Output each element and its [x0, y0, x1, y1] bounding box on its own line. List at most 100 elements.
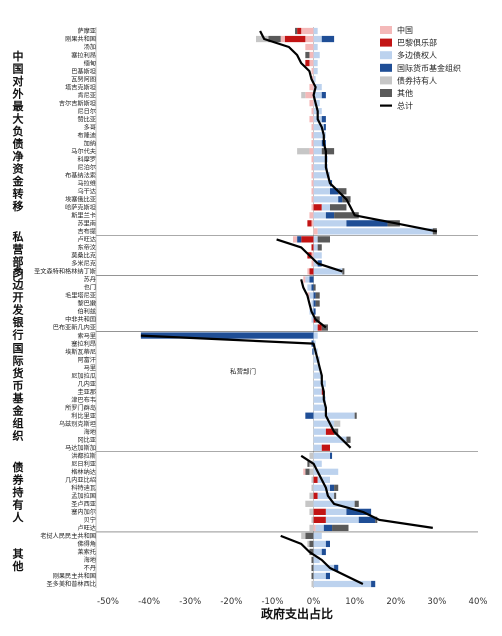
bar-0-7-1 [313, 83, 322, 91]
bar-3-10-2 [354, 412, 357, 419]
bar-2-3-2 [315, 300, 320, 307]
category-label-4-0: 洪都拉斯 [71, 452, 96, 460]
bar-0-21-0 [311, 196, 314, 203]
bar-4-3-0 [311, 476, 314, 483]
bar-2-1-2 [313, 284, 316, 291]
category-label-0-16: 科摩罗 [77, 155, 96, 163]
bar-0-1-0 [305, 35, 314, 43]
group-label-0: 中国对外最大负债净资金转移 [12, 49, 25, 213]
bar-0-23-3 [334, 212, 359, 219]
total-line-4 [300, 454, 433, 529]
category-label-3-9: 所罗门群岛 [65, 404, 96, 412]
bar-0-21-2 [338, 196, 343, 203]
category-label-0-22: 哈萨克斯坦 [65, 204, 96, 212]
category-label-2-4: 伯利兹 [77, 308, 96, 316]
bar-4-2-0 [309, 468, 314, 475]
bar-0-5-1 [313, 67, 318, 75]
bar-3-13-1 [346, 436, 351, 443]
group-label-4: 债券持有人 [12, 460, 25, 524]
bar-3-7-0 [313, 388, 322, 395]
category-label-2-3: 黎巴嫩 [77, 300, 96, 308]
bar-1-4-3 [342, 268, 345, 275]
category-label-1-0: 卢旺达 [77, 236, 96, 244]
bar-4-1-1 [307, 460, 310, 467]
bar-0-17-0 [311, 164, 314, 171]
category-label-3-2: 埃斯瓦蒂尼 [65, 348, 96, 356]
bar-5-3-1 [313, 556, 320, 564]
bar-0-3-1 [305, 51, 310, 59]
group-label-1: 私营部门 [13, 230, 24, 281]
bar-5-1-0 [309, 540, 314, 548]
bar-4-0-1 [313, 452, 330, 459]
bar-5-5-2 [325, 572, 330, 580]
group-label-5: 其他 [12, 547, 24, 574]
category-label-5-4: 不丹 [84, 565, 96, 572]
bar-5-0-0 [305, 532, 314, 540]
category-label-2-1: 也门 [84, 284, 96, 292]
bar-3-6-0 [313, 380, 326, 387]
category-label-3-10: 利比里亚 [71, 412, 96, 420]
bar-0-16-0 [311, 156, 314, 163]
category-label-0-2: 汤加 [84, 43, 96, 51]
bar-0-6-1 [313, 75, 316, 83]
bar-5-6-1 [313, 580, 372, 588]
category-label-3-8: 津巴布韦 [71, 396, 96, 404]
legend-swatch-5 [380, 89, 392, 97]
category-label-0-0: 萨摩亚 [77, 27, 96, 35]
legend-label-1: 巴黎俱乐部 [397, 38, 437, 48]
category-label-0-17: 尼泊尔 [77, 163, 96, 171]
category-label-1-1: 东帝汶 [77, 244, 96, 252]
bar-0-21-1 [313, 196, 339, 203]
category-label-3-11: 乌兹别克斯坦 [59, 420, 96, 428]
bar-0-3-2 [313, 51, 320, 59]
bar-3-2-0 [312, 348, 314, 355]
bar-0-19-1 [313, 180, 330, 187]
category-label-4-6: 圣卢西亚 [71, 500, 96, 508]
bar-1-2-0 [311, 252, 314, 259]
category-label-3-12: 海地 [84, 428, 96, 436]
bar-2-5-2 [315, 316, 320, 323]
category-label-0-21: 埃塞俄比亚 [65, 196, 96, 204]
bar-0-0-1 [297, 27, 302, 35]
category-label-0-10: 尼日尔 [77, 107, 96, 115]
bar-4-6-0 [305, 500, 314, 507]
bar-2-3-1 [313, 300, 316, 307]
bar-0-1-5 [313, 35, 322, 43]
bar-1-1-0 [311, 244, 314, 251]
category-label-3-1: 塞拉利昂 [71, 340, 96, 348]
category-label-5-0: 老挝人民民主共和国 [40, 532, 96, 540]
bar-2-1-0 [311, 284, 314, 291]
x-tick-1: -40% [138, 597, 160, 607]
bar-1-4-1 [307, 268, 310, 275]
bar-5-2-1 [313, 548, 322, 556]
category-label-0-6: 瓦努阿图 [71, 75, 96, 83]
bar-0-15-2 [313, 148, 322, 155]
bar-0-14-0 [311, 140, 314, 147]
bar-4-5-2 [317, 492, 335, 499]
category-label-2-5: 中非共和国 [65, 316, 96, 324]
bar-0-0-3 [295, 27, 298, 35]
bar-0-8-1 [301, 91, 306, 99]
x-tick-5: 0% [307, 597, 321, 607]
bar-2-4-1 [313, 308, 316, 315]
bar-4-1-0 [309, 460, 314, 467]
legend-swatch-4 [380, 76, 392, 85]
category-label-4-7: 塞内加尔 [71, 508, 96, 516]
legend-label-6: 总计 [397, 101, 413, 111]
bar-4-4-1 [313, 484, 330, 491]
bar-0-4-1 [305, 59, 310, 67]
bar-0-24-3 [346, 220, 388, 227]
bar-1-0-3 [313, 236, 318, 243]
bar-0-15-3 [321, 148, 335, 155]
bar-2-1-1 [307, 284, 312, 291]
category-label-4-4: 科特迪瓦 [71, 484, 96, 492]
bar-4-2-2 [303, 468, 306, 475]
category-label-5-1: 佛得角 [77, 540, 96, 548]
category-label-4-2: 格林纳达 [71, 468, 96, 476]
bar-2-6-1 [317, 324, 322, 331]
x-tick-9: 40% [469, 597, 488, 607]
bar-1-0-2 [293, 236, 298, 243]
bar-4-6-2 [354, 500, 359, 507]
bar-4-4-0 [311, 484, 314, 491]
bar-3-14-1 [321, 444, 330, 451]
